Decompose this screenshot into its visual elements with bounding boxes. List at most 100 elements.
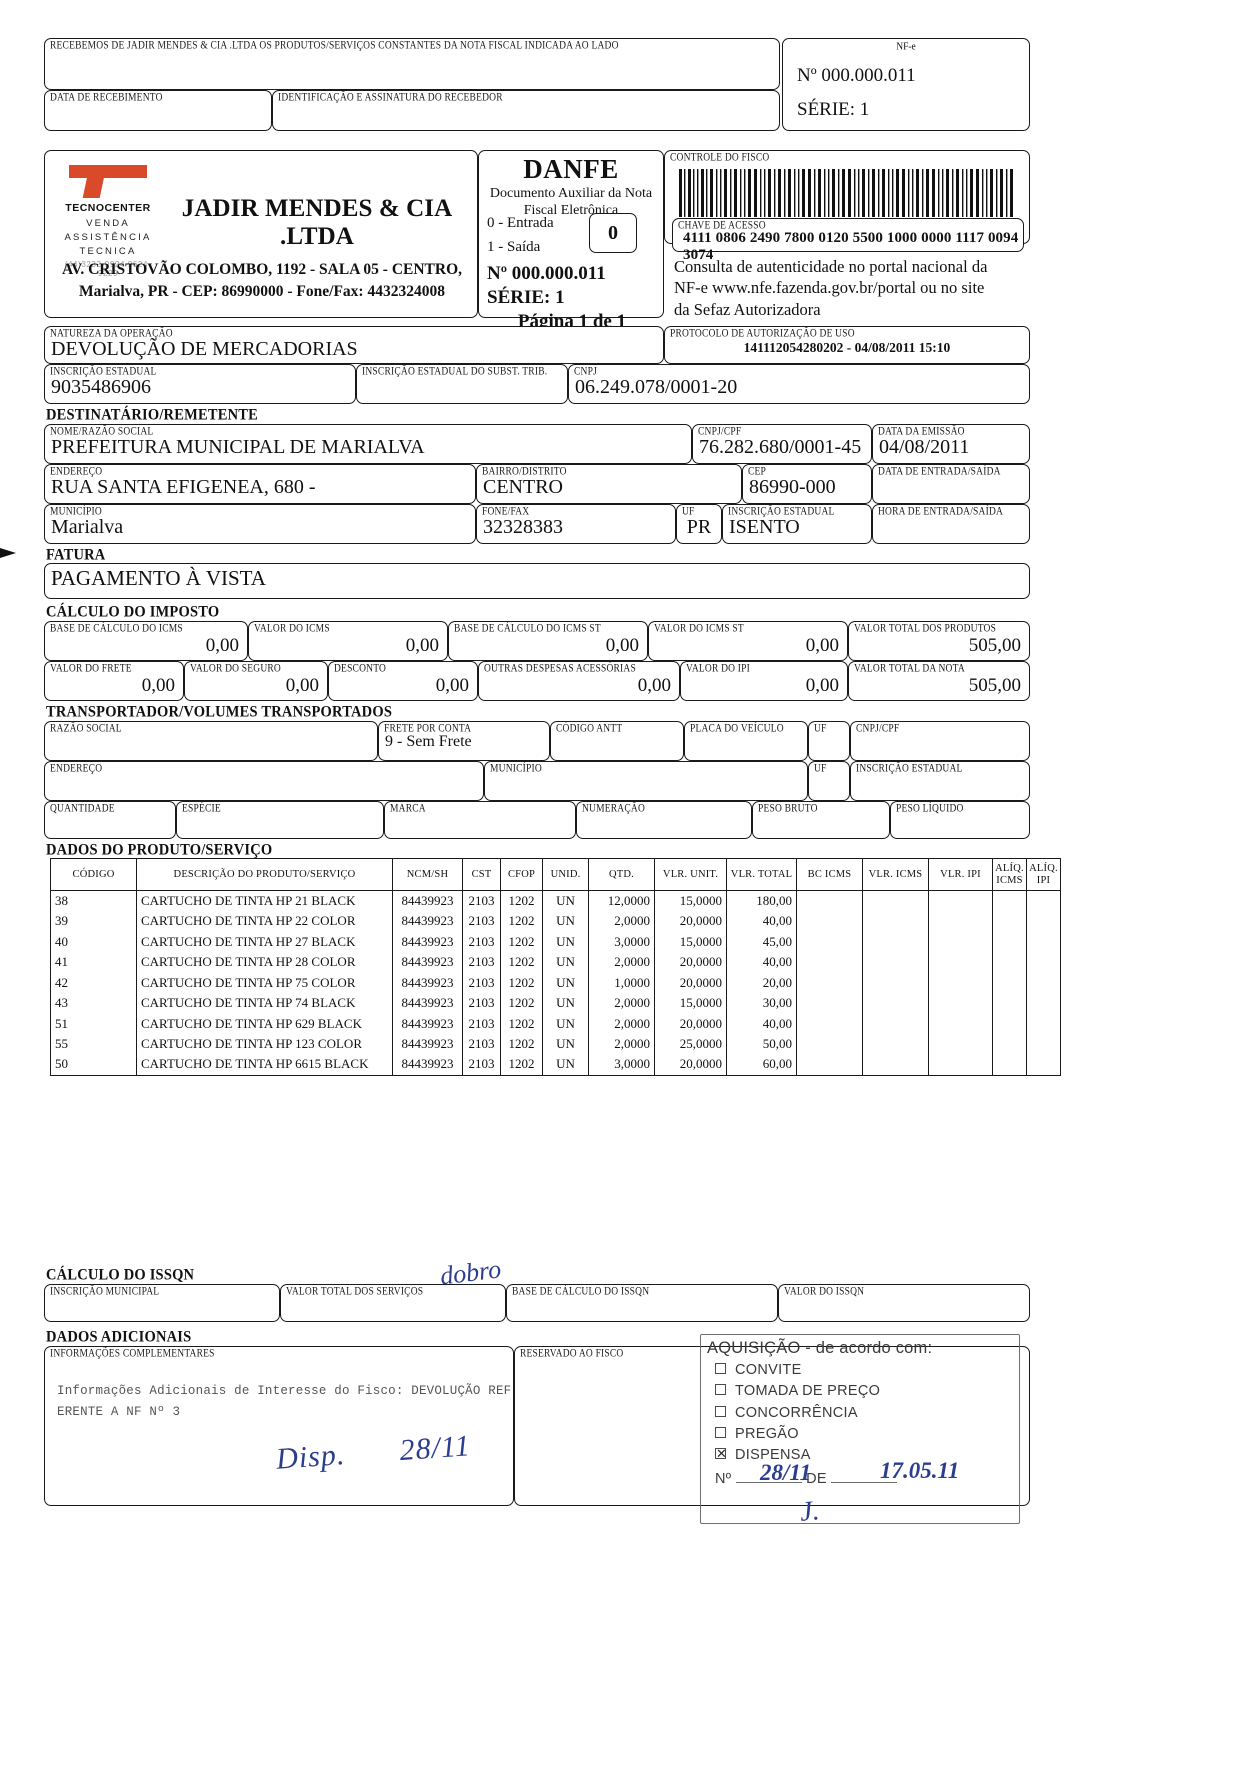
cell-unid: UN <box>542 1034 589 1055</box>
info-line-2: ERENTE A NF Nº 3 <box>57 1404 181 1419</box>
cell-vlr_ipi <box>928 993 993 1014</box>
cell-vlr_total: 40,00 <box>726 952 797 973</box>
cell-aliq_ipi <box>1026 1034 1061 1055</box>
imposto-cell-valor-ipi: VALOR DO IPI 0,00 <box>680 661 848 701</box>
checkbox-icon[interactable] <box>715 1444 727 1463</box>
nfe-label: NF-e <box>896 41 916 53</box>
cell-vlr_ipi <box>928 1013 993 1035</box>
cell-vlr_unit: 20,0000 <box>654 1054 727 1076</box>
cell-unid: UN <box>542 1013 589 1035</box>
cell-descricao: CARTUCHO DE TINTA HP 6615 BLACK <box>136 1054 393 1076</box>
cell-cst: 2103 <box>462 911 501 932</box>
cell-aliq_ipi <box>1026 1013 1061 1035</box>
stamp-option-3[interactable]: PREGÃO <box>715 1424 1019 1445</box>
reservado-ao-fisco-box: RESERVADO AO FISCO <box>514 1346 1030 1506</box>
cell-aliq_icms <box>992 931 1027 953</box>
tecnocenter-logo: TECNOCENTER VENDA ASSISTÊNCIA TECNICA (4… <box>59 165 157 278</box>
cell-vlr_icms <box>862 1034 929 1055</box>
cell-cst: 2103 <box>462 952 501 973</box>
logo-subline-1: VENDA <box>86 218 130 229</box>
cell-ncm: 84439923 <box>392 1054 463 1076</box>
imposto-label-5: VALOR DO FRETE <box>50 663 132 675</box>
hora-entrada-saida-label: HORA DE ENTRADA/SAÍDA <box>878 506 1004 518</box>
cell-aliq_icms <box>992 1034 1027 1055</box>
stamp-option-4[interactable]: DISPENSA <box>715 1444 1019 1466</box>
checkbox-icon[interactable] <box>715 1363 726 1374</box>
cell-cfop: 1202 <box>500 931 543 953</box>
cell-descricao: CARTUCHO DE TINTA HP 75 COLOR <box>136 972 393 994</box>
table-row: 39 CARTUCHO DE TINTA HP 22 COLOR 84439923 2… <box>50 911 1061 932</box>
destinatario-cep-value: 86990-000 <box>749 475 836 498</box>
cell-aliq_icms <box>992 890 1027 912</box>
consulta-line-3: da Sefaz Autorizadora <box>674 299 821 319</box>
transportador-label-11: ESPÉCIE <box>182 803 221 815</box>
stamp-option-2[interactable]: CONCORRÊNCIA <box>715 1403 1019 1424</box>
imposto-cell-base-icms-st: BASE DE CÁLCULO DO ICMS ST 0,00 <box>448 621 648 661</box>
table-row: 42 CARTUCHO DE TINTA HP 75 COLOR 84439923 2… <box>50 972 1061 994</box>
cell-bc_icms <box>796 1013 863 1035</box>
logo-wordmark: TECNOCENTER <box>64 202 152 214</box>
destinatario-municipio-label: MUNICÍPIO <box>50 506 102 518</box>
destinatario-ie-label: INSCRIÇÃO ESTADUAL <box>728 506 835 518</box>
transportador-cnpj-box: CNPJ/CPF <box>850 721 1030 761</box>
reservado-ao-fisco-label: RESERVADO AO FISCO <box>520 1348 624 1360</box>
produtos-table: CÓDIGO DESCRIÇÃO DO PRODUTO/SERVIÇO NCM/… <box>50 857 1061 1076</box>
destinatario-municipio-value: Marialva <box>51 515 124 538</box>
cell-vlr_total: 45,00 <box>726 931 797 953</box>
emitter-ie-label: INSCRIÇÃO ESTADUAL <box>50 366 157 378</box>
fatura-section-title: FATURA <box>46 545 106 564</box>
cell-qtd: 1,0000 <box>588 972 655 994</box>
emitter-address-line-1: AV. CRISTOVÃO COLOMBO, 1192 - SALA 05 - … <box>61 261 463 278</box>
issqn-label-2: BASE DE CÁLCULO DO ISSQN <box>512 1286 650 1298</box>
imposto-label-2: BASE DE CÁLCULO DO ICMS ST <box>454 623 601 635</box>
recibo-data-recebimento-field[interactable]: DATA DE RECEBIMENTO <box>44 90 272 131</box>
cell-vlr_ipi <box>928 972 993 994</box>
cell-vlr_total: 30,00 <box>726 993 797 1014</box>
col-ncm: NCM/SH <box>392 857 463 892</box>
transportador-label-3: PLACA DO VEÍCULO <box>690 723 784 735</box>
recibo-assinatura-field[interactable]: IDENTIFICAÇÃO E ASSINATURA DO RECEBEDOR <box>272 90 780 131</box>
aquisicao-stamp: AQUISIÇÃO - de acordo com: CONVITE TOMADA… <box>700 1334 1020 1524</box>
destinatario-cnpj-box: CNPJ/CPF 76.282.680/0001-45 <box>692 424 872 464</box>
transportador-label-10: QUANTIDADE <box>50 803 115 815</box>
cell-bc_icms <box>796 952 863 973</box>
transportador-marca-box: MARCA <box>384 801 576 839</box>
protocolo-autorizacao-box: PROTOCOLO DE AUTORIZAÇÃO DE USO 14111205… <box>664 326 1030 364</box>
cell-bc_icms <box>796 890 863 912</box>
destinatario-municipio-box: MUNICÍPIO Marialva <box>44 504 476 544</box>
destinatario-uf-box: UF PR <box>676 504 722 544</box>
stamp-title: AQUISIÇÃO - de acordo com: <box>707 1339 933 1357</box>
cell-aliq_icms <box>992 1013 1027 1035</box>
col-vlr-unit: VLR. UNIT. <box>654 857 727 892</box>
col-descricao: DESCRIÇÃO DO PRODUTO/SERVIÇO <box>136 857 393 892</box>
cell-descricao: CARTUCHO DE TINTA HP 28 COLOR <box>136 952 393 973</box>
cell-vlr_total: 180,00 <box>726 890 797 912</box>
produtos-table-wrapper: CÓDIGO DESCRIÇÃO DO PRODUTO/SERVIÇO NCM/… <box>50 857 1061 1076</box>
checkbox-icon[interactable] <box>715 1426 726 1438</box>
recibo-recebemos-box: RECEBEMOS DE JADIR MENDES & CIA .LTDA OS… <box>44 38 780 90</box>
destinatario-uf-value: PR <box>686 515 712 538</box>
imposto-value-9: 0,00 <box>805 675 839 696</box>
checkbox-icon[interactable] <box>715 1384 726 1396</box>
logo-phone: (44)3232-9924 9624-9229 <box>64 260 152 279</box>
col-bc-icms: BC ICMS <box>796 857 863 892</box>
checkbox-icon[interactable] <box>715 1405 726 1417</box>
cell-aliq_ipi <box>1026 890 1061 912</box>
table-row: 38 CARTUCHO DE TINTA HP 21 BLACK 84439923 2… <box>50 890 1061 912</box>
cell-vlr_icms <box>862 1013 929 1035</box>
stamp-option-1[interactable]: TOMADA DE PREÇO <box>715 1381 1019 1402</box>
cell-qtd: 3,0000 <box>588 931 655 953</box>
stamp-option-label: TOMADA DE PREÇO <box>735 1383 881 1400</box>
issqn-label-0: INSCRIÇÃO MUNICIPAL <box>50 1286 160 1298</box>
cell-vlr_icms <box>862 972 929 994</box>
destinatario-bairro-value: CENTRO <box>483 475 563 498</box>
issqn-section-title: CÁLCULO DO ISSQN <box>46 1265 195 1284</box>
cell-vlr_icms <box>862 952 929 973</box>
cell-cfop: 1202 <box>500 1054 543 1076</box>
cell-vlr_unit: 25,0000 <box>654 1034 727 1055</box>
protocolo-value: 141112054280202 - 04/08/2011 15:10 <box>743 339 951 355</box>
stamp-option-0[interactable]: CONVITE <box>715 1360 1019 1381</box>
cell-cst: 2103 <box>462 993 501 1014</box>
transportador-frete-conta-box: FRETE POR CONTA 9 - Sem Frete <box>378 721 550 761</box>
issqn-label-3: VALOR DO ISSQN <box>784 1286 865 1298</box>
